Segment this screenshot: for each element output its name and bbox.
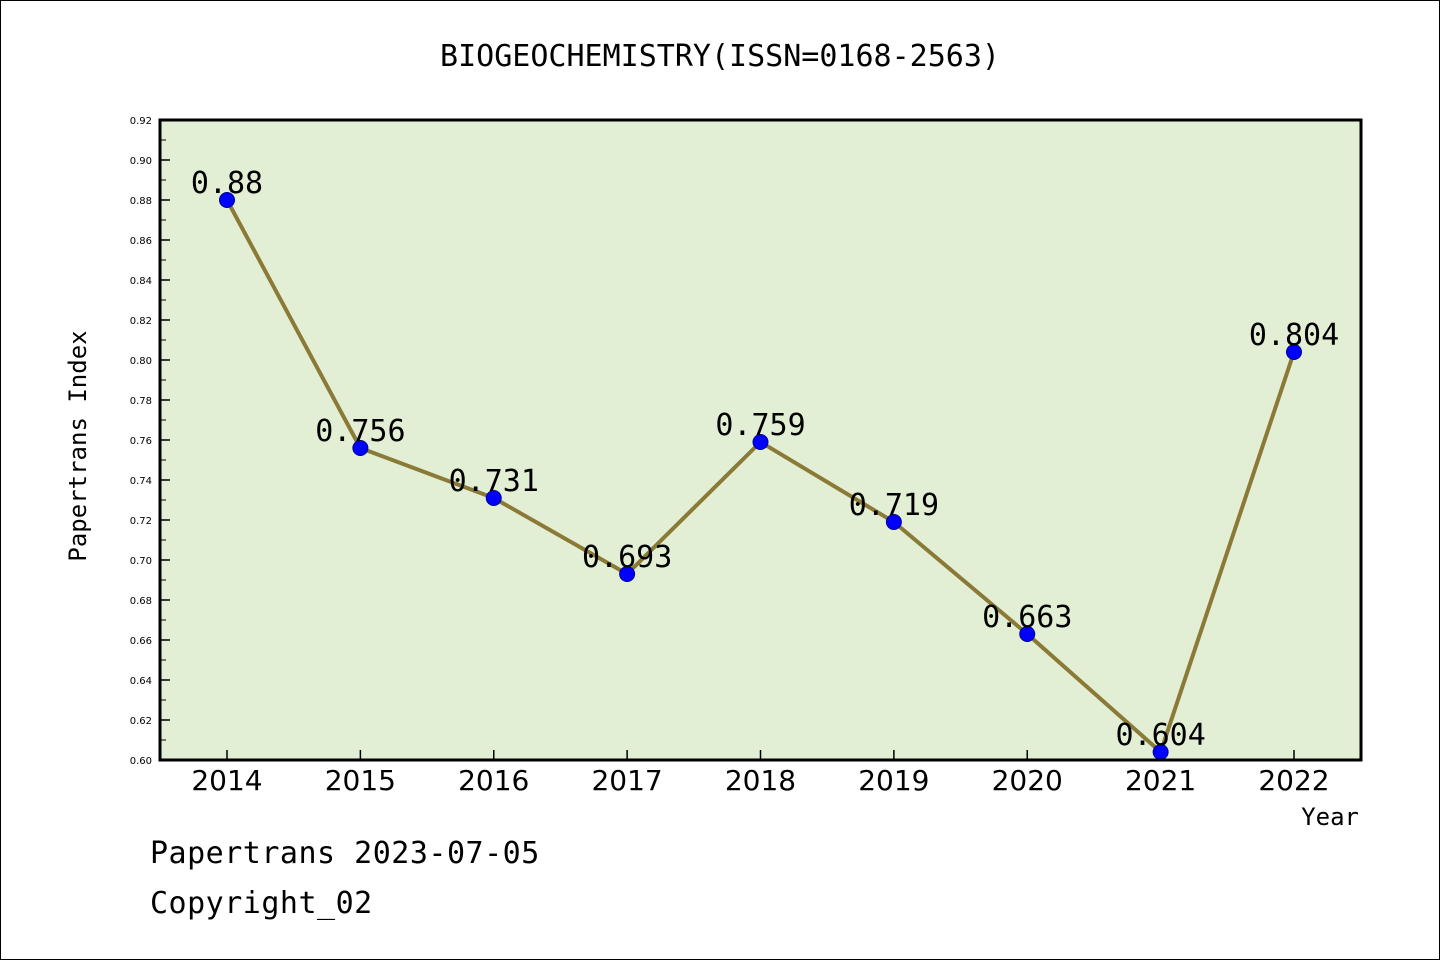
y-tick-label: 0.66 <box>130 636 152 647</box>
y-tick-label: 0.68 <box>130 596 152 607</box>
data-label: 0.719 <box>849 488 939 523</box>
x-axis: 2014 2015 2016 2017 2018 2019 2020 2021 2022 <box>191 750 1330 797</box>
data-point <box>1019 626 1036 642</box>
data-label: 0.604 <box>1115 718 1205 753</box>
y-tick-label: 0.84 <box>130 276 152 287</box>
x-tick-label: 2015 <box>325 764 396 797</box>
y-tick-label: 0.60 <box>130 756 152 767</box>
y-tick-label: 0.62 <box>130 716 152 727</box>
y-tick-label: 0.74 <box>130 476 152 487</box>
data-labels: 0.88 0.756 0.731 0.693 0.759 0.719 0.663 0.604 0… <box>191 166 1339 753</box>
data-point <box>1286 344 1302 360</box>
y-tick-label: 0.86 <box>130 236 152 247</box>
data-label: 0.731 <box>449 464 539 499</box>
data-label: 0.756 <box>315 414 405 449</box>
data-point <box>485 490 502 506</box>
x-tick-label: 2017 <box>591 764 662 797</box>
data-label: 0.663 <box>982 600 1072 635</box>
data-point <box>752 434 769 450</box>
y-tick-label: 0.72 <box>130 516 152 527</box>
y-tick-label: 0.76 <box>130 436 152 447</box>
data-label: 0.88 <box>191 166 263 201</box>
x-tick-label: 2021 <box>1125 764 1196 797</box>
x-tick-label: 2018 <box>725 764 796 797</box>
x-axis-title: Year <box>1301 803 1359 831</box>
y-tick-label: 0.64 <box>130 676 152 687</box>
x-tick-label: 2022 <box>1258 764 1329 797</box>
x-tick-label: 2020 <box>992 764 1063 797</box>
y-tick-label: 0.70 <box>130 556 152 567</box>
chart-title: BIOGEOCHEMISTRY(ISSN=0168-2563) <box>440 39 1000 74</box>
data-label: 0.759 <box>715 408 805 443</box>
data-point <box>219 192 235 208</box>
data-label: 0.804 <box>1249 318 1339 353</box>
data-point <box>885 514 902 530</box>
x-tick-label: 2019 <box>858 764 929 797</box>
y-tick-label: 0.90 <box>130 156 152 167</box>
x-tick-label: 2014 <box>191 764 262 797</box>
y-axis-title: Papertrans Index <box>64 330 92 561</box>
y-tick-label: 0.78 <box>130 396 152 407</box>
x-tick-label: 2016 <box>458 764 529 797</box>
footer-date: Papertrans 2023-07-05 <box>150 836 540 871</box>
footer-copyright: Copyright_02 <box>150 886 373 921</box>
y-tick-label: 0.80 <box>130 356 152 367</box>
y-tick-label: 0.88 <box>130 196 152 207</box>
series-group <box>219 192 1302 760</box>
data-label: 0.693 <box>582 540 672 575</box>
y-tick-label: 0.92 <box>130 116 152 127</box>
y-tick-label: 0.82 <box>130 316 152 327</box>
data-point <box>619 566 636 582</box>
plot-border <box>158 118 1363 762</box>
data-point <box>352 440 369 456</box>
